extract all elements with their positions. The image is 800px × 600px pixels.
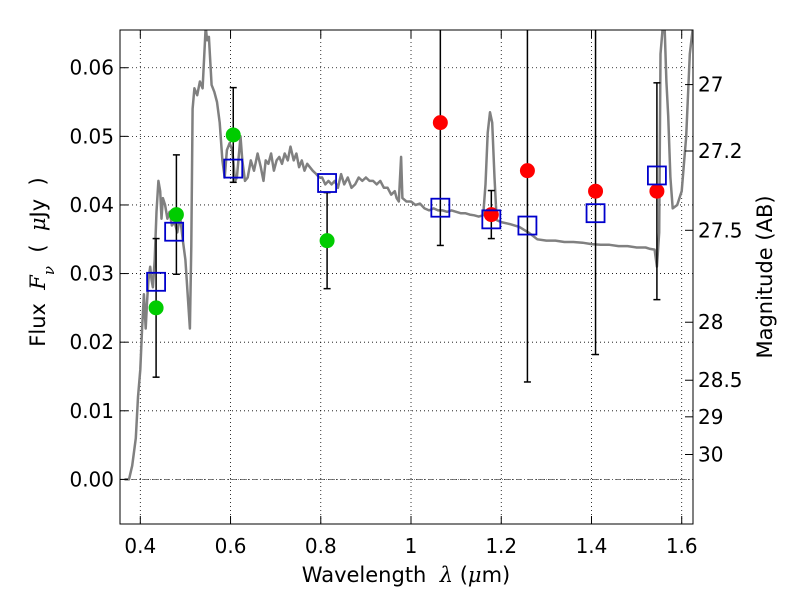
plot-frame (119, 29, 694, 525)
y-tick-label: 0.06 (69, 56, 114, 80)
y-axis-unit-mu: μ (26, 217, 50, 231)
x-axis-unit-mu: μ (468, 563, 482, 587)
y-tick-labels: 0.00 0.01 0.02 0.03 0.04 0.05 0.06 (69, 56, 114, 492)
y-axis-paren: ( (26, 231, 50, 266)
right-tick-label: 29 (698, 405, 723, 429)
y-tick-label: 0.01 (69, 399, 114, 423)
y-tick-label: 0.02 (69, 330, 114, 354)
model-point (430, 197, 451, 218)
x-axis-symbol: λ (439, 563, 453, 587)
plot-area (120, 30, 693, 524)
x-tick-label: 1.6 (666, 534, 698, 558)
data-point (168, 207, 184, 223)
x-axis-unit-rest: m) (482, 563, 511, 587)
x-tick-label: 1 (405, 534, 418, 558)
data-point (148, 300, 164, 316)
y-axis-title-prefix: Flux (26, 290, 50, 347)
x-tick-label: 0.4 (124, 534, 156, 558)
right-tick-label: 28.5 (698, 368, 743, 392)
data-point (588, 183, 604, 199)
y-tick-label: 0.04 (69, 193, 114, 217)
model-point (481, 209, 502, 230)
x-tick-label: 1.4 (576, 534, 608, 558)
x-axis-title-prefix: Wavelength (302, 563, 440, 587)
data-point (519, 163, 535, 179)
model-point (164, 221, 185, 242)
y-tick-label: 0.05 (69, 124, 114, 148)
right-tick-label: 28 (698, 310, 723, 334)
y-axis-title: Flux Fν ( μJy ) (26, 177, 58, 346)
y-axis-subscript: ν (40, 266, 58, 275)
right-axis-title: Magnitude (AB) (753, 195, 777, 358)
x-axis-title: Wavelength λ (μm) (302, 563, 510, 587)
data-point (432, 115, 448, 131)
marker-layer (146, 115, 667, 316)
model-point (647, 165, 667, 186)
model-point (585, 203, 606, 224)
right-tick-label: 27 (698, 73, 723, 97)
right-tick-label: 30 (698, 442, 723, 466)
data-point (319, 233, 335, 249)
x-axis-paren: ( (453, 563, 468, 587)
data-point (225, 127, 241, 143)
x-tick-label: 1.2 (485, 534, 517, 558)
y-axis-unit-rest: Jy ) (26, 177, 50, 219)
model-spectrum-layer (124, 30, 693, 481)
model-point (146, 271, 166, 292)
model-point (517, 215, 538, 236)
y-axis-symbol: F (26, 274, 50, 291)
y-tick-label: 0.03 (69, 262, 114, 286)
x-tick-label: 0.8 (305, 534, 337, 558)
x-tick-label: 0.6 (215, 534, 247, 558)
model-spectrum-line (124, 30, 693, 481)
y-tick-label: 0.00 (69, 467, 114, 491)
right-tick-label: 27.5 (698, 218, 743, 242)
model-point (317, 173, 337, 193)
right-tick-label: 27.2 (698, 139, 743, 163)
model-point (223, 158, 244, 179)
right-tick-labels: 27 27.2 27.5 28 28.5 29 30 (698, 73, 743, 467)
data-point (649, 183, 665, 199)
axis-ticks (120, 30, 693, 524)
x-tick-labels: 0.4 0.6 0.8 1 1.2 1.4 1.6 (124, 534, 697, 558)
